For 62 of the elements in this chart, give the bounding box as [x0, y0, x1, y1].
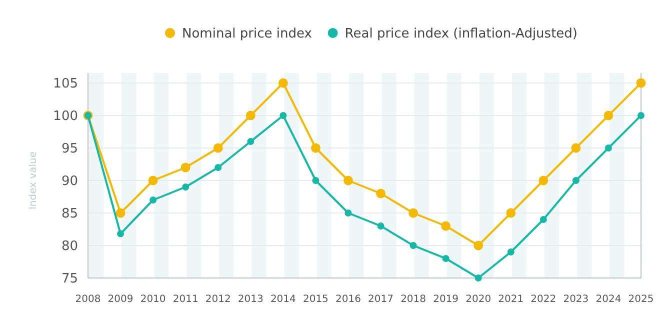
x-tick-label: 2025 — [628, 294, 654, 305]
x-tick-label: 2009 — [108, 294, 134, 305]
point — [180, 162, 190, 172]
point — [507, 248, 514, 256]
x-tick-label: 2018 — [400, 294, 426, 305]
point — [247, 138, 254, 145]
y-tick-label: 100 — [53, 109, 78, 124]
y-tick-label: 85 — [61, 206, 78, 222]
point — [150, 196, 157, 204]
point — [280, 112, 287, 119]
x-tick-label: 2011 — [172, 294, 198, 305]
point — [538, 176, 548, 186]
y-tick-label: 95 — [61, 142, 78, 157]
point — [540, 216, 547, 223]
point — [376, 188, 386, 198]
y-tick-label: 80 — [61, 239, 78, 254]
point — [182, 184, 190, 190]
point — [148, 176, 158, 186]
point — [311, 143, 320, 153]
y-tick-label: 90 — [61, 174, 78, 190]
point — [278, 78, 288, 88]
point — [312, 177, 320, 184]
point — [410, 242, 417, 249]
point — [408, 208, 418, 218]
x-tick-label: 2015 — [302, 294, 328, 305]
point — [474, 240, 484, 250]
point — [213, 143, 223, 153]
x-tick-label: 2014 — [270, 294, 296, 305]
point — [246, 110, 256, 120]
x-tick-label: 2020 — [466, 294, 492, 305]
point — [572, 177, 580, 184]
point — [117, 230, 124, 238]
x-tick-label: 2008 — [75, 294, 101, 305]
point — [604, 110, 614, 120]
point — [474, 274, 482, 282]
x-tick-label: 2023 — [563, 294, 589, 305]
legend-label: Real price index (inflation-Adjusted) — [344, 26, 578, 42]
x-tick-label: 2021 — [498, 294, 524, 305]
point — [571, 143, 581, 153]
point — [638, 112, 644, 119]
point — [442, 255, 450, 262]
x-tick-label: 2022 — [530, 294, 556, 305]
y-tick-label: 105 — [53, 76, 78, 92]
point — [636, 78, 646, 88]
x-tick-label: 2016 — [336, 294, 361, 305]
y-axis-title: Index value — [28, 151, 39, 210]
legend-label: Nominal price index — [182, 26, 312, 42]
point — [116, 208, 126, 218]
point — [441, 221, 451, 231]
x-tick-label: 2013 — [238, 294, 264, 305]
x-tick-label: 2024 — [596, 294, 622, 305]
point — [214, 164, 222, 171]
point — [604, 144, 612, 152]
x-tick-label: 2012 — [205, 294, 231, 305]
y-tick-label: 75 — [61, 272, 78, 287]
x-tick-label: 2019 — [433, 294, 459, 305]
x-tick-label: 2010 — [140, 294, 166, 305]
point — [506, 208, 516, 218]
point — [377, 222, 384, 230]
x-tick-label: 2017 — [368, 294, 394, 305]
point — [344, 176, 353, 186]
point — [344, 210, 352, 216]
